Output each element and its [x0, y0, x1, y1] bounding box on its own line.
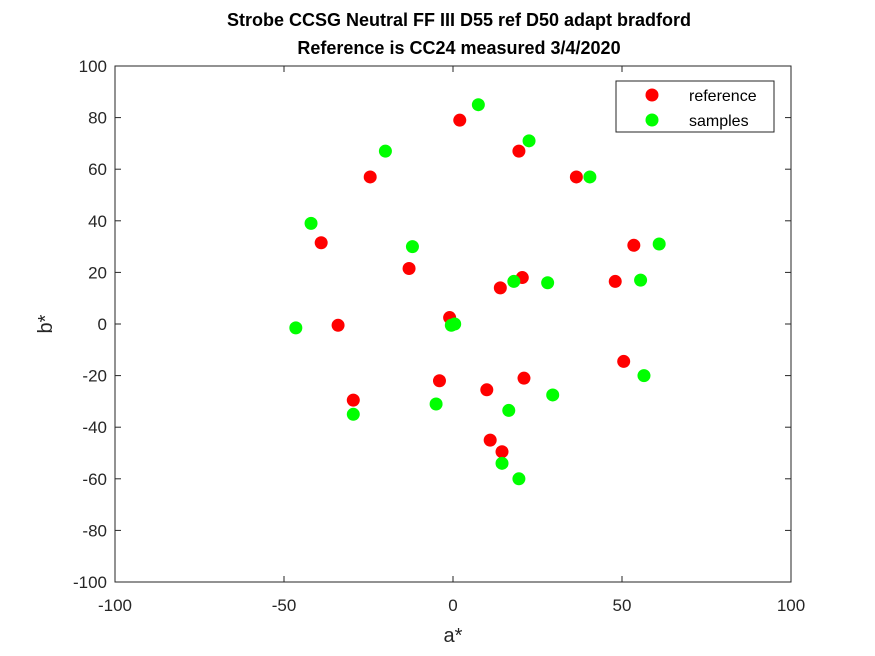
reference-point: [569, 170, 583, 184]
samples-point: [405, 240, 419, 254]
x-tick-label: -50: [272, 596, 297, 615]
samples-point: [304, 216, 318, 230]
reference-point: [402, 262, 416, 276]
reference-point: [495, 445, 509, 459]
chart-title-line-2: Reference is CC24 measured 3/4/2020: [297, 38, 620, 58]
reference-point: [331, 318, 345, 332]
y-axis: -100 -80 -60 -40 -20 0 20 40 60 80 100: [73, 57, 791, 592]
y-tick-label: 20: [88, 263, 107, 282]
x-axis-label: a*: [444, 625, 463, 647]
x-axis: -100 -50 0 50 100: [98, 66, 805, 615]
y-tick-label: 80: [88, 109, 107, 128]
y-tick-label: 40: [88, 212, 107, 231]
x-tick-label: 100: [777, 596, 805, 615]
legend: reference samples: [615, 80, 775, 133]
legend-label-reference: reference: [689, 88, 757, 105]
legend-marker-samples: [645, 113, 659, 127]
reference-point: [512, 144, 526, 158]
reference-point: [517, 371, 531, 385]
samples-point: [507, 274, 521, 288]
samples-point: [289, 321, 303, 335]
reference-point: [346, 393, 360, 407]
legend-marker-reference: [645, 88, 659, 102]
y-tick-label: -20: [82, 367, 107, 386]
x-tick-label: -100: [98, 596, 132, 615]
samples-point: [541, 276, 555, 290]
samples-point: [512, 472, 526, 486]
y-tick-label: -100: [73, 573, 107, 592]
samples-point: [495, 456, 509, 470]
reference-point: [617, 354, 631, 368]
legend-label-samples: samples: [689, 113, 749, 130]
samples-point: [378, 144, 392, 158]
x-tick-label: 0: [448, 596, 457, 615]
y-tick-label: -60: [82, 470, 107, 489]
samples-point: [546, 388, 560, 402]
reference-point: [314, 236, 328, 250]
reference-point: [363, 170, 377, 184]
samples-point: [583, 170, 597, 184]
reference-point: [493, 281, 507, 295]
reference-point: [432, 374, 446, 388]
y-tick-label: 0: [98, 315, 107, 334]
samples-point: [522, 134, 536, 148]
y-tick-label: -40: [82, 418, 107, 437]
legend-box: [615, 80, 775, 133]
y-axis-label: b*: [35, 314, 57, 333]
samples-point: [429, 397, 443, 411]
samples-point: [448, 317, 462, 331]
y-tick-label: 100: [79, 57, 107, 76]
y-tick-label: 60: [88, 160, 107, 179]
data-points: [289, 98, 666, 486]
reference-point: [453, 113, 467, 127]
reference-point: [627, 238, 641, 252]
chart-title-line-1: Strobe CCSG Neutral FF III D55 ref D50 a…: [227, 10, 691, 30]
samples-point: [346, 407, 360, 421]
samples-point: [634, 273, 648, 287]
reference-point: [480, 383, 494, 397]
y-tick-label: -80: [82, 521, 107, 540]
reference-point: [483, 433, 497, 447]
x-tick-label: 50: [613, 596, 632, 615]
samples-point: [502, 403, 516, 417]
samples-point: [637, 369, 651, 383]
samples-point: [652, 237, 666, 251]
samples-point: [471, 98, 485, 112]
reference-point: [608, 274, 622, 288]
